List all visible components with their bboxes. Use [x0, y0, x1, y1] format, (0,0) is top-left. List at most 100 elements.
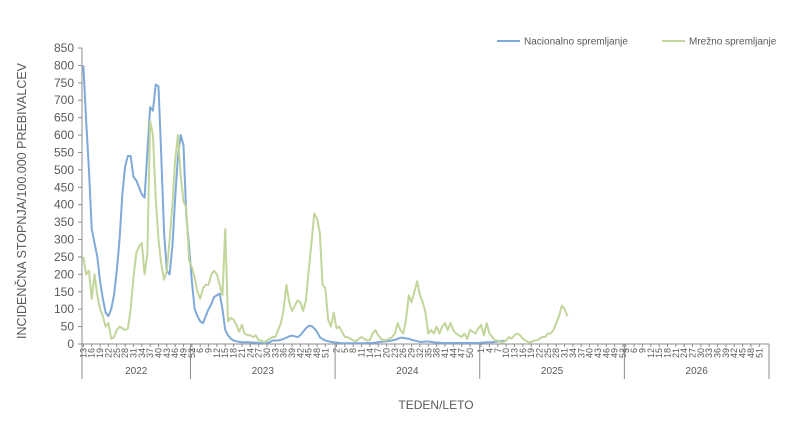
x-tick-label: 51 — [754, 348, 764, 358]
x-tick-label: 47 — [457, 348, 467, 358]
x-tick-label: 40 — [153, 348, 163, 358]
y-tick-label: 300 — [54, 233, 74, 247]
x-axis-title: TEDEN/LETO — [398, 398, 473, 412]
x-tick-label: 22 — [535, 348, 545, 358]
x-tick-label: 48 — [746, 348, 756, 358]
x-tick-label: 46 — [601, 348, 611, 358]
x-tick-label: 34 — [568, 348, 578, 358]
x-tick-label: 29 — [407, 348, 417, 358]
x-tick-label: 42 — [729, 348, 739, 358]
x-tick-label: 42 — [295, 348, 305, 358]
x-tick-label: 21 — [671, 348, 681, 358]
x-tick-label: 40 — [585, 348, 595, 358]
x-tick-label: 43 — [162, 348, 172, 358]
x-tick-label: 11 — [357, 348, 367, 357]
x-tick-label: 18 — [662, 348, 672, 358]
x-tick-label: 2 — [331, 348, 341, 353]
year-label: 2023 — [252, 366, 275, 377]
x-tick-label: 1 — [476, 348, 486, 353]
x-tick-label: 28 — [551, 348, 561, 358]
x-tick-label: 36 — [713, 348, 723, 358]
x-tick-label: 50 — [465, 348, 475, 358]
x-tick-label: 27 — [688, 348, 698, 358]
x-tick-label: 14 — [365, 348, 375, 358]
x-tick-label: 13 — [78, 348, 88, 358]
x-tick-label: 6 — [195, 348, 205, 353]
x-tick-label: 30 — [696, 348, 706, 358]
year-label: 2026 — [686, 366, 709, 377]
x-tick-label: 45 — [304, 348, 314, 358]
x-tick-label: 19 — [526, 348, 536, 358]
x-tick-label: 16 — [518, 348, 528, 358]
legend-label-nacionalno: Nacionalno spremljanje — [524, 37, 628, 48]
y-tick-label: 400 — [54, 198, 74, 212]
x-tick-label: 20 — [382, 348, 392, 358]
x-tick-label: 3 — [621, 348, 631, 353]
y-tick-label: 200 — [54, 267, 74, 281]
x-tick-label: 33 — [704, 348, 714, 358]
year-label: 2024 — [396, 366, 419, 377]
y-tick-label: 550 — [54, 145, 74, 159]
x-tick-label: 3 — [187, 348, 197, 353]
x-tick-label: 7 — [493, 348, 503, 353]
plot-area — [82, 65, 569, 345]
x-tick-label: 35 — [423, 348, 433, 358]
x-tick-label: 17 — [373, 348, 383, 358]
x-tick-label: 26 — [398, 348, 408, 358]
x-tick-label: 43 — [593, 348, 603, 358]
x-tick-label: 15 — [220, 348, 230, 358]
y-tick-label: 850 — [54, 41, 74, 55]
x-tick-label: 49 — [179, 348, 189, 358]
x-tick-label: 41 — [440, 348, 450, 358]
x-tick-label: 49 — [610, 348, 620, 358]
x-tick-label: 30 — [262, 348, 272, 358]
x-tick-label: 25 — [112, 348, 122, 358]
x-tick-label: 37 — [145, 348, 155, 358]
x-tick-label: 34 — [137, 348, 147, 358]
x-tick-label: 12 — [212, 348, 222, 358]
series-line-mrezno — [82, 120, 569, 344]
x-tick-label: 51 — [320, 348, 330, 358]
x-tick-label: 4 — [484, 348, 494, 353]
x-tick-label: 39 — [721, 348, 731, 358]
x-tick-label: 37 — [576, 348, 586, 358]
x-tick-label: 15 — [654, 348, 664, 358]
legend-label-mrezno: Mrežno spremljanje — [689, 37, 777, 48]
y-axis: 0 50 100 150 200 250 300 350 400 450 500 550 600 650 7… — [54, 41, 83, 351]
series-line-nacionalno — [82, 65, 507, 345]
x-tick-label: 28 — [120, 348, 130, 358]
x-tick-label: 12 — [646, 348, 656, 358]
x-tick-label: 52 — [618, 348, 628, 358]
x-tick-label: 52 — [187, 348, 197, 358]
y-tick-label: 450 — [54, 180, 74, 194]
x-tick-label: 32 — [415, 348, 425, 358]
x-tick-label: 48 — [312, 348, 322, 358]
x-tick-label: 24 — [245, 348, 255, 358]
x-tick-label: 46 — [170, 348, 180, 358]
x-tick-label: 5 — [340, 348, 350, 353]
x-tick-label: 44 — [448, 348, 458, 358]
y-tick-label: 650 — [54, 111, 74, 125]
legend: Nacionalno spremljanje Mrežno spremljanj… — [497, 37, 777, 48]
x-tick-label: 8 — [348, 348, 358, 353]
y-tick-label: 50 — [61, 320, 75, 334]
x-tick-label: 23 — [390, 348, 400, 358]
year-label: 2022 — [125, 366, 148, 377]
x-tick-label: 10 — [501, 348, 511, 358]
x-tick-label: 39 — [287, 348, 297, 358]
x-tick-label: 27 — [254, 348, 264, 358]
x-tick-label: 16 — [87, 348, 97, 358]
x-tick-label: 18 — [229, 348, 239, 358]
y-tick-label: 150 — [54, 285, 74, 299]
x-tick-label: 36 — [279, 348, 289, 358]
x-tick-label: 21 — [237, 348, 247, 358]
y-tick-label: 350 — [54, 215, 74, 229]
y-tick-label: 800 — [54, 58, 74, 72]
x-axis: 1316192225283134374043464952202236912151… — [78, 343, 770, 379]
x-tick-label: 31 — [128, 348, 138, 358]
x-tick-label: 38 — [432, 348, 442, 358]
y-tick-label: 100 — [54, 302, 74, 316]
x-tick-label: 25 — [543, 348, 553, 358]
x-tick-label: 33 — [270, 348, 280, 358]
